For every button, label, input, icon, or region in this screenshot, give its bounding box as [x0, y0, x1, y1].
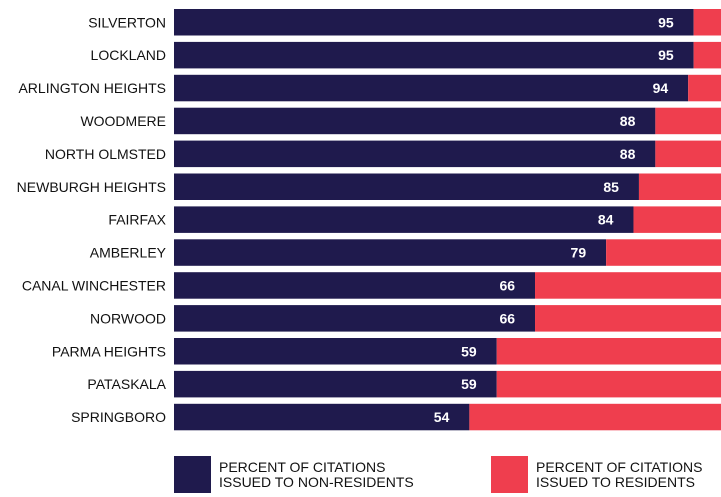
- bar-non-residents-north-olmsted: [174, 140, 656, 168]
- category-label-newburgh-heights: NEWBURGH HEIGHTS: [17, 179, 166, 195]
- category-label-fairfax: FAIRFAX: [108, 212, 166, 228]
- category-label-amberley: AMBERLEY: [90, 245, 167, 261]
- value-label-silverton: 95: [658, 14, 674, 30]
- bar-non-residents-parma-heights: [174, 338, 497, 365]
- bar-residents-canal-winchester: [535, 272, 721, 299]
- category-label-norwood: NORWOOD: [90, 310, 166, 326]
- bar-residents-arlington-heights: [688, 74, 721, 102]
- category-label-parma-heights: PARMA HEIGHTS: [52, 343, 166, 359]
- legend-item-non-residents: PERCENT OF CITATIONS ISSUED TO NON-RESID…: [174, 456, 419, 497]
- value-label-amberley: 79: [571, 245, 587, 261]
- bar-non-residents-pataskala: [174, 370, 497, 398]
- bar-residents-amberley: [606, 239, 721, 266]
- bar-non-residents-amberley: [174, 239, 607, 266]
- legend-label-residents: PERCENT OF CITATIONS ISSUED TO RESIDENTS: [536, 459, 703, 490]
- value-label-parma-heights: 59: [461, 343, 477, 359]
- value-label-fairfax: 84: [598, 212, 614, 228]
- value-label-norwood: 66: [499, 310, 515, 326]
- legend: PERCENT OF CITATIONS ISSUED TO NON-RESID…: [0, 456, 721, 497]
- legend-label-non-residents: PERCENT OF CITATIONS ISSUED TO NON-RESID…: [219, 459, 414, 490]
- bar-residents-newburgh-heights: [638, 173, 721, 200]
- bars-group: SILVERTON 95 LOCKLAND 95 ARLINGTON HEIGHTS 94…: [17, 9, 721, 431]
- bar-non-residents-silverton: [174, 9, 694, 36]
- bar-residents-springboro: [469, 403, 721, 431]
- bar-residents-north-olmsted: [655, 140, 721, 168]
- category-label-silverton: SILVERTON: [88, 14, 166, 30]
- bar-non-residents-fairfax: [174, 206, 634, 233]
- bar-residents-woodmere: [655, 107, 721, 135]
- bar-non-residents-springboro: [174, 403, 470, 431]
- stacked-bar-chart: SILVERTON 95 LOCKLAND 95 ARLINGTON HEIGHTS 94…: [17, 9, 721, 431]
- bar-non-residents-canal-winchester: [174, 272, 536, 299]
- legend-item-residents: PERCENT OF CITATIONS ISSUED TO RESIDENTS: [491, 456, 721, 497]
- legend-swatch-non-residents: [174, 456, 211, 493]
- bar-residents-parma-heights: [496, 338, 721, 365]
- category-label-arlington-heights: ARLINGTON HEIGHTS: [18, 80, 166, 96]
- value-label-woodmere: 88: [620, 113, 636, 129]
- category-label-springboro: SPRINGBORO: [71, 409, 166, 425]
- bar-residents-fairfax: [633, 206, 721, 233]
- value-label-north-olmsted: 88: [620, 146, 636, 162]
- value-label-arlington-heights: 94: [653, 80, 669, 96]
- value-label-pataskala: 59: [461, 376, 477, 392]
- value-label-newburgh-heights: 85: [603, 179, 619, 195]
- category-label-woodmere: WOODMERE: [80, 113, 166, 129]
- value-label-lockland: 95: [658, 47, 674, 63]
- bar-residents-norwood: [535, 305, 721, 332]
- category-label-north-olmsted: NORTH OLMSTED: [45, 146, 166, 162]
- bar-non-residents-lockland: [174, 41, 694, 69]
- value-label-canal-winchester: 66: [499, 277, 515, 293]
- bar-non-residents-woodmere: [174, 107, 656, 135]
- category-label-lockland: LOCKLAND: [91, 47, 166, 63]
- legend-swatch-residents: [491, 456, 528, 493]
- bar-residents-lockland: [693, 41, 721, 69]
- bar-non-residents-arlington-heights: [174, 74, 689, 102]
- category-label-pataskala: PATASKALA: [87, 376, 166, 392]
- value-label-springboro: 54: [434, 409, 450, 425]
- bar-residents-silverton: [693, 9, 721, 36]
- category-label-canal-winchester: CANAL WINCHESTER: [22, 277, 166, 293]
- bar-residents-pataskala: [496, 370, 721, 398]
- bar-non-residents-newburgh-heights: [174, 173, 639, 200]
- bar-non-residents-norwood: [174, 305, 536, 332]
